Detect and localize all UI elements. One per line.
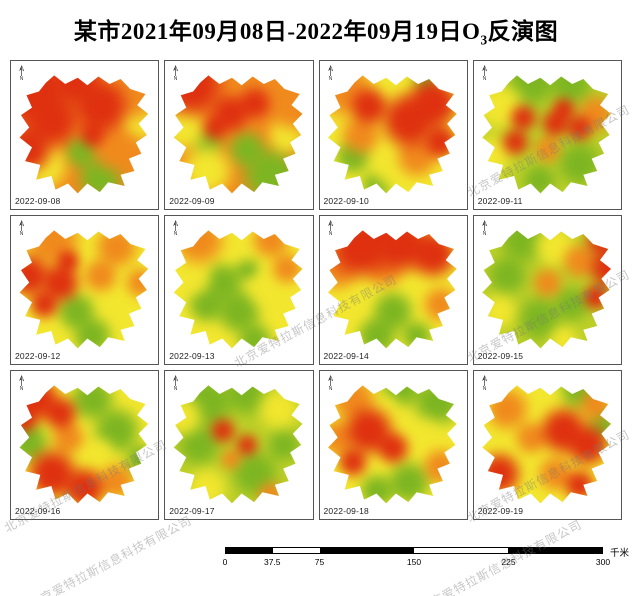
o3-heatmap-raster [328,385,457,504]
scale-bar-segment [320,548,414,553]
panel-date-label: 2022-09-10 [323,196,369,206]
map-panel: N 2022-09-17 [164,370,314,520]
map-panel: N 2022-09-16 [10,370,160,520]
title-text: 某市2021年09月08日-2022年09月19日O [73,19,481,44]
o3-heatmap-raster [482,385,612,504]
map-panel: N 2022-09-11 [472,60,622,210]
panel-date-label: 2022-09-19 [477,506,524,516]
map-grid: N 2022-09-08 N 2022-09-09 N 2022-09-10 N 2022-0… [10,60,622,520]
o3-heatmap [482,385,612,504]
panel-date-label: 2022-09-13 [169,351,215,361]
map-panel: N 2022-09-19 [472,370,622,520]
panel-date-label: 2022-09-12 [15,351,61,361]
scale-bar-segment [273,548,320,553]
north-label: N [20,386,24,391]
scale-tick-label: 0 [222,557,228,567]
o3-heatmap-raster [173,75,303,194]
o3-heatmap [19,385,149,504]
scale-unit-label: 千米 [610,548,630,559]
scale-bar: 0 37.5 75 150 225 300 千米 [222,547,629,567]
o3-heatmap [328,230,457,349]
o3-heatmap-raster [19,230,149,349]
north-label: N [328,76,332,81]
o3-heatmap [482,230,612,349]
north-label: N [20,76,24,81]
north-arrow-icon: N [173,375,179,391]
north-label: N [482,386,486,391]
north-label: N [482,231,486,236]
north-arrow-icon: N [327,65,334,81]
north-label: N [328,231,332,236]
map-panel: N 2022-09-15 [472,215,622,365]
north-arrow-icon: N [19,375,25,391]
o3-heatmap [19,230,149,349]
scale-bar-segment [226,548,273,553]
o3-heatmap-raster [19,385,149,504]
north-label: N [174,76,178,81]
o3-heatmap [173,75,303,194]
north-arrow-icon: N [173,220,179,236]
north-label: N [174,231,178,236]
panel-date-label: 2022-09-18 [323,506,369,516]
panel-date-label: 2022-09-08 [15,196,61,206]
o3-heatmap-raster [173,385,303,504]
o3-heatmap [482,75,612,194]
panel-date-label: 2022-09-15 [477,351,524,361]
north-arrow-icon: N [481,65,488,81]
o3-heatmap [173,230,303,349]
o3-heatmap [19,75,149,194]
north-label: N [174,386,178,391]
panel-date-label: 2022-09-17 [169,506,215,516]
panel-date-label: 2022-09-14 [323,351,369,361]
title-subscript: 3 [480,32,488,48]
scale-bar-labels: 0 37.5 75 150 225 300 [222,554,610,567]
north-arrow-icon: N [327,375,334,391]
o3-heatmap-raster [482,230,612,349]
o3-heatmap-raster [482,75,612,194]
panel-date-label: 2022-09-16 [15,506,61,516]
north-label: N [328,386,332,391]
watermark-text: 北京爱特拉斯信息科技有限公司 [26,513,195,596]
north-arrow-icon: N [327,220,334,236]
scale-tick-label: 75 [314,557,325,567]
map-panel: N 2022-09-08 [10,60,160,210]
north-arrow-icon: N [19,65,25,81]
scale-tick-label: 150 [406,557,422,567]
scale-bar-segments [225,547,603,554]
scale-tick-label: 300 [595,557,611,567]
o3-heatmap-raster [173,230,303,349]
north-label: N [482,76,486,81]
north-arrow-icon: N [19,220,25,236]
scale-bar-segment [414,548,508,553]
map-panel: N 2022-09-18 [318,370,468,520]
map-panel: N 2022-09-12 [10,215,160,365]
o3-heatmap [328,75,457,194]
map-panel: N 2022-09-13 [164,215,314,365]
title-suffix: 反演图 [487,19,559,44]
north-arrow-icon: N [481,220,488,236]
o3-heatmap [328,385,457,504]
figure-title: 某市2021年09月08日-2022年09月19日O3反演图 [0,12,632,49]
o3-heatmap-raster [328,75,457,194]
map-panel: N 2022-09-14 [318,215,468,365]
north-arrow-icon: N [481,375,488,391]
panel-date-label: 2022-09-09 [169,196,215,206]
o3-heatmap-raster [19,75,149,194]
o3-heatmap [173,385,303,504]
map-panel: N 2022-09-10 [318,60,468,210]
scale-tick-label: 225 [501,557,516,567]
scale-tick-label: 37.5 [263,557,281,567]
map-panel: N 2022-09-09 [164,60,314,210]
scale-bar-segment [508,548,602,553]
north-arrow-icon: N [173,65,179,81]
o3-heatmap-raster [328,230,457,349]
north-label: N [20,231,24,236]
panel-date-label: 2022-09-11 [477,196,523,206]
